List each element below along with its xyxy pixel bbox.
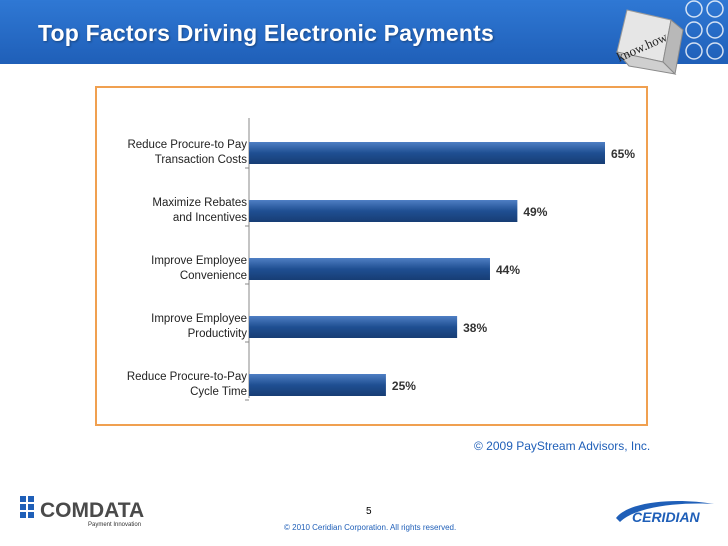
category-label: Improve Employee — [151, 255, 247, 267]
category-label: Maximize Rebates — [152, 197, 247, 209]
category-label: Reduce Procure-to-Pay — [127, 371, 247, 383]
category-label: Improve Employee — [151, 313, 247, 325]
category-label: and Incentives — [173, 212, 247, 224]
category-label: Reduce Procure-to Pay — [127, 139, 247, 151]
ceridian-logo: CERIDIAN — [616, 500, 714, 525]
source-credit: © 2009 PayStream Advisors, Inc. — [474, 439, 651, 453]
page-number: 5 — [366, 506, 372, 517]
bar — [249, 258, 490, 280]
bar — [249, 200, 518, 222]
category-label: Productivity — [188, 328, 248, 340]
bar — [249, 142, 605, 164]
bar-value-label: 25% — [392, 379, 416, 393]
comdata-logo: COMDATA Payment Innovation — [20, 496, 144, 528]
category-label: Transaction Costs — [155, 154, 247, 166]
decorative-circles — [685, 0, 724, 60]
bar-value-label: 38% — [463, 321, 487, 335]
bar — [249, 316, 458, 338]
know-how-cube-icon: know.how — [614, 9, 684, 76]
bar-chart: 65% Reduce Procure-to Pay Transaction Cost… — [127, 118, 635, 401]
category-label: Cycle Time — [190, 386, 247, 398]
header-bar — [0, 0, 728, 64]
chart-frame: 65% Reduce Procure-to Pay Transaction Cost… — [95, 86, 648, 426]
bar-value-label: 44% — [496, 263, 520, 277]
bar-value-label: 49% — [523, 205, 547, 219]
bar — [249, 374, 386, 396]
comdata-tagline: Payment Innovation — [88, 522, 141, 528]
comdata-name: COMDATA — [40, 499, 144, 522]
ceridian-name: CERIDIAN — [632, 509, 701, 525]
bar-value-label: 65% — [611, 147, 635, 161]
page-title: Top Factors Driving Electronic Payments — [38, 20, 494, 46]
footer-copyright: © 2010 Ceridian Corporation. All rights … — [284, 523, 457, 532]
category-label: Convenience — [180, 270, 247, 282]
